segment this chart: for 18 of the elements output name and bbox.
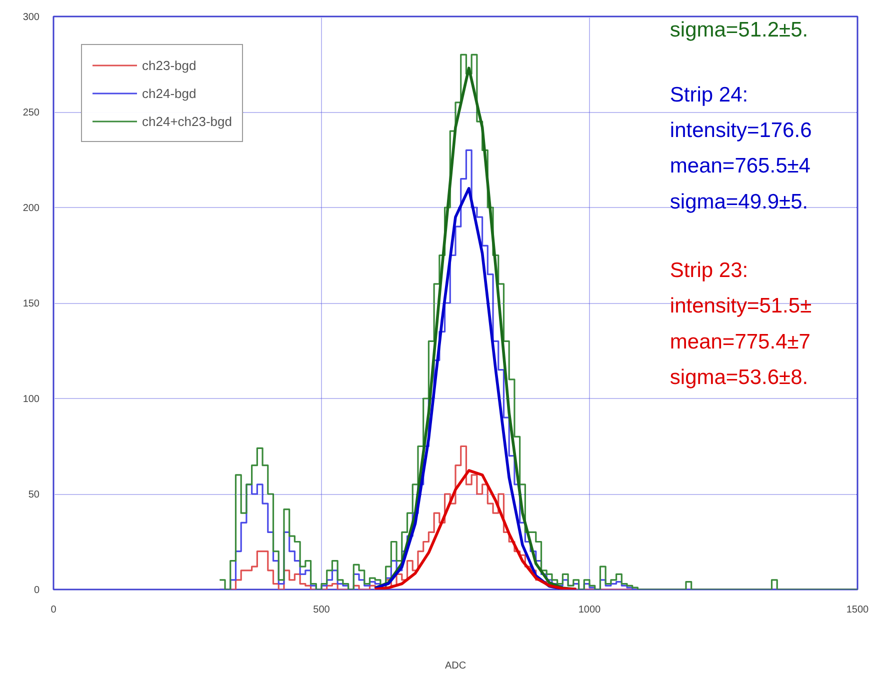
annotation: Strip 23: intensity=51.5± mean=775.4±7 sigma=53.6±8. (670, 259, 812, 390)
x-tick-label: 500 (313, 604, 330, 616)
y-tick-label: 150 (22, 298, 40, 310)
y-tick-label: 300 (22, 12, 40, 23)
annotation: Strip 24: intensity=176.6 mean=765.5±4 sigma=49.9±5. (670, 83, 812, 214)
x-tick-label: 0 (50, 604, 57, 616)
x-tick-label: 1000 (578, 604, 602, 616)
x-axis-title: ADC (444, 660, 466, 672)
x-tick-label: 1500 (846, 604, 870, 616)
legend-label: ch23-bgd (142, 58, 196, 72)
y-tick-label: 50 (28, 490, 40, 500)
y-tick-label: 0 (34, 585, 40, 596)
y-tick-label: 250 (22, 108, 40, 118)
legend-label: ch24-bgd (142, 86, 196, 100)
legend-label: ch24+ch23-bgd (142, 114, 232, 128)
y-tick-label: 100 (22, 394, 40, 405)
annotation: sigma=51.2±5. (670, 18, 808, 42)
y-tick-label: 200 (22, 203, 40, 214)
